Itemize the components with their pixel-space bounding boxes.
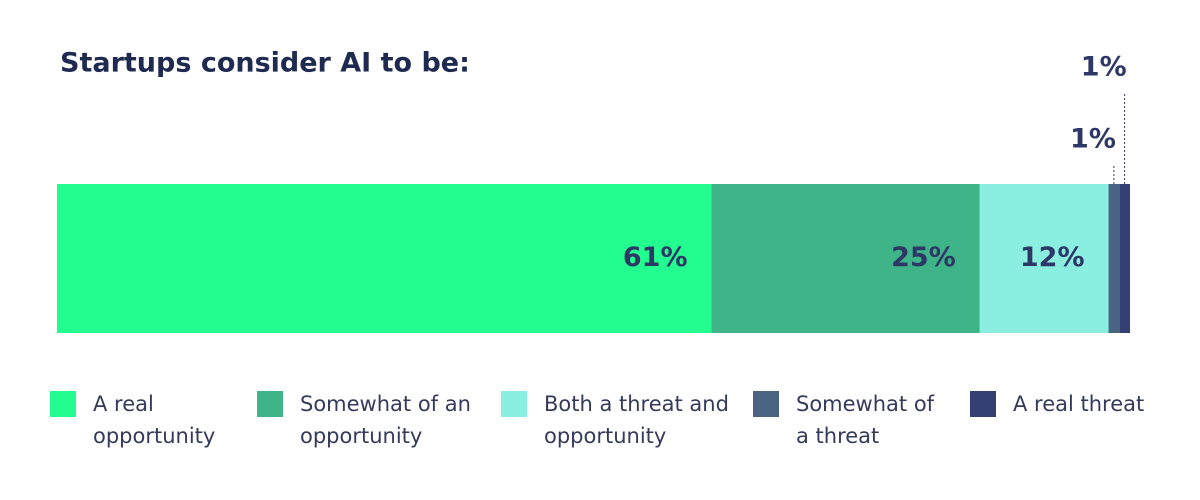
bar-segment: [1119, 184, 1130, 333]
legend-item: A real opportunity: [50, 391, 233, 452]
value-label: 12%: [1020, 242, 1085, 273]
legend-swatch: [753, 391, 779, 417]
legend-item: Somewhat of an opportunity: [257, 391, 475, 452]
legend-label: Somewhat of an opportunity: [300, 392, 471, 448]
legend-item: Somewhat of a threat: [753, 391, 951, 452]
legend-swatch: [501, 391, 527, 417]
value-label: 1%: [1070, 124, 1116, 155]
legend-item: Both a threat and opportunity: [501, 391, 739, 452]
value-label: 1%: [1081, 52, 1127, 83]
legend-swatch: [970, 391, 996, 417]
bar-segment: [57, 184, 712, 333]
value-label: 25%: [891, 242, 956, 273]
legend-swatch: [50, 391, 76, 417]
legend-label: A real opportunity: [93, 392, 216, 448]
chart-title: Startups consider AI to be:: [60, 48, 470, 79]
bar-segment: [1108, 184, 1120, 333]
legend-label: Somewhat of a threat: [796, 392, 935, 448]
legend-item: A real threat: [970, 391, 1200, 420]
bar-segment: [979, 184, 1109, 333]
legend-label: Both a threat and opportunity: [544, 392, 729, 448]
legend-swatch: [257, 391, 283, 417]
bar-segment: [711, 184, 980, 333]
value-label: 61%: [623, 242, 688, 273]
legend-label: A real threat: [1013, 392, 1145, 416]
